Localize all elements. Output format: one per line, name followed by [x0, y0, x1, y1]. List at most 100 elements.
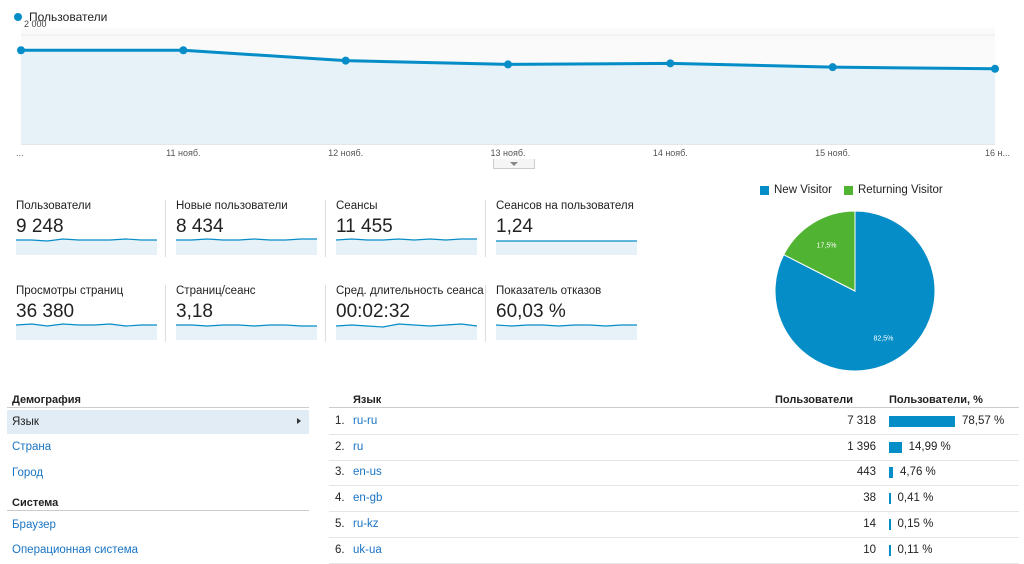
sparkline-area — [16, 239, 157, 255]
data-point[interactable] — [666, 59, 675, 68]
metric-tile[interactable]: Пользователи 9 248 — [16, 200, 160, 258]
data-point[interactable] — [991, 64, 999, 73]
visitor-type-pie: 82,5% 17,5% — [774, 210, 936, 372]
metric-tile[interactable]: Сеансы 11 455 — [336, 200, 480, 258]
metric-label: Сеансов на пользователя — [496, 200, 634, 212]
metric-label: Пользователи — [16, 200, 92, 212]
nav-item-label: Страна — [12, 441, 52, 453]
table-row[interactable]: 4. en-gb 38 0,41 % — [329, 486, 1019, 513]
series-area — [21, 50, 995, 145]
sparkline-line — [496, 324, 637, 327]
metric-value: 60,03 % — [496, 301, 566, 322]
metric-tile[interactable]: Сеансов на пользователя 1,24 — [496, 200, 640, 258]
x-tick-label: 12 нояб. — [328, 148, 363, 158]
sparkline-area — [336, 324, 477, 340]
table-row[interactable]: 5. ru-kz 14 0,15 % — [329, 512, 1019, 538]
metric-value: 11 455 — [336, 216, 393, 237]
metric-label: Сред. длительность сеанса — [336, 285, 484, 297]
metric-tile[interactable]: Страниц/сеанс 3,18 — [176, 285, 320, 343]
share-bar — [889, 518, 891, 530]
pie-slice[interactable] — [783, 210, 856, 292]
x-tick-label: 11 нояб. — [166, 148, 200, 158]
metric-tile[interactable]: Просмотры страниц 36 380 — [16, 285, 160, 343]
nav-item-language[interactable]: Язык — [7, 410, 309, 434]
language-link[interactable]: ru-ru — [353, 415, 378, 427]
language-link[interactable]: uk-ua — [353, 543, 382, 556]
data-point[interactable] — [504, 60, 512, 69]
x-tick-label: 13 нояб. — [490, 148, 525, 158]
legend-swatch-icon — [760, 185, 769, 195]
nav-item-label: Операционная система — [12, 544, 139, 556]
table-row[interactable]: 3. en-us 443 4,76 % — [329, 460, 1019, 487]
sparkline-area — [176, 239, 317, 255]
share-percent: 4,76 % — [899, 466, 936, 479]
divider — [7, 407, 309, 408]
data-point[interactable] — [828, 63, 837, 72]
sparkline-line — [176, 238, 317, 241]
language-link[interactable]: en-us — [353, 466, 382, 479]
metric-divider — [485, 285, 486, 342]
row-number: 1. — [335, 415, 345, 427]
metric-divider — [325, 200, 326, 257]
users-cell: 7 318 — [847, 415, 876, 427]
table-row[interactable]: 2. ru 1 396 14,99 % — [329, 435, 1019, 461]
row-number: 5. — [335, 517, 345, 530]
sparkline-area — [16, 324, 157, 340]
data-point[interactable] — [341, 56, 350, 65]
metric-sparkline — [176, 324, 317, 340]
nav-item-browser[interactable]: Браузер — [7, 513, 309, 537]
metric-divider — [165, 285, 166, 342]
nav-system-heading: Система — [12, 497, 59, 509]
language-link[interactable]: en-gb — [353, 492, 383, 505]
column-header-language[interactable]: Язык — [353, 394, 382, 406]
nav-item-label: Город — [12, 467, 44, 479]
legend-label: Returning Visitor — [857, 184, 943, 196]
share-bar — [889, 467, 893, 479]
legend-new-visitor[interactable]: New Visitor — [760, 184, 832, 196]
nav-item-country[interactable]: Страна — [7, 435, 309, 459]
x-tick-label: 16 н... — [985, 148, 1010, 158]
language-link[interactable]: ru — [353, 440, 364, 453]
column-header-users-pct[interactable]: Пользователи, % — [889, 394, 983, 406]
sparkline-area — [496, 325, 637, 340]
metric-sparkline — [16, 323, 157, 340]
table-row[interactable]: 6. uk-ua 10 0,11 % — [329, 538, 1019, 564]
y-tick-label: 2 000 — [24, 19, 47, 29]
metric-value: 36 380 — [16, 301, 75, 322]
metric-divider — [325, 285, 326, 342]
pie-slice-label: 82,5% — [873, 335, 893, 342]
nav-item-city[interactable]: Город — [7, 461, 309, 485]
x-tick-label: 14 нояб. — [653, 148, 688, 158]
share-percent: 14,99 % — [908, 440, 951, 453]
sparkline-area — [176, 325, 317, 340]
language-link[interactable]: ru-kz — [353, 517, 379, 530]
table-row[interactable]: 1. ru-ru 7 318 78,57 % — [329, 409, 1019, 435]
metric-label: Показатель отказов — [496, 285, 602, 297]
metric-value: 8 434 — [176, 216, 224, 237]
column-header-users[interactable]: Пользователи — [775, 394, 854, 406]
share-bar — [889, 416, 955, 427]
metric-tile[interactable]: Новые пользователи 8 434 — [176, 200, 320, 258]
timeline-legend: Пользователи — [14, 10, 107, 24]
metric-tile[interactable]: Сред. длительность сеанса 00:02:32 — [336, 285, 484, 343]
metric-tile[interactable]: Показатель отказов 60,03 % — [496, 285, 640, 343]
nav-item-label: Браузер — [12, 519, 56, 531]
share-percent: 78,57 % — [962, 415, 1005, 427]
sparkline-line — [16, 238, 157, 242]
users-cell: 443 — [856, 466, 876, 479]
share-bar — [889, 441, 902, 453]
users-cell: 14 — [863, 517, 876, 530]
data-point[interactable] — [179, 46, 188, 55]
nav-item-os[interactable]: Операционная система — [7, 538, 309, 562]
metric-value: 3,18 — [176, 301, 213, 322]
timeline-legend-label: Пользователи — [29, 10, 108, 24]
metric-label: Просмотры страниц — [16, 285, 124, 297]
share-percent: 0,41 % — [897, 492, 934, 505]
metric-label: Новые пользователи — [176, 200, 288, 212]
divider — [7, 510, 309, 511]
metric-divider — [165, 200, 166, 257]
series-dot-icon — [14, 13, 22, 21]
data-point[interactable] — [17, 46, 25, 55]
chart-expand-button[interactable] — [493, 159, 535, 169]
legend-returning-visitor[interactable]: Returning Visitor — [843, 184, 943, 196]
